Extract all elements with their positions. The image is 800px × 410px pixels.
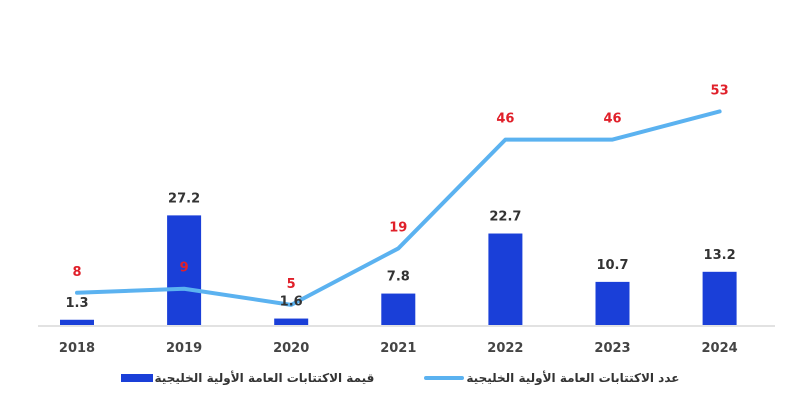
x-tick-label: 2021 (380, 341, 416, 356)
line-value-label: 19 (389, 220, 407, 235)
bar-2018 (60, 319, 94, 325)
legend-swatch-bar (120, 374, 153, 382)
bar-2024 (702, 271, 737, 325)
bar-value-label: 27.2 (168, 191, 200, 206)
bar-value-label: 10.7 (596, 258, 628, 273)
bar-value-label: 13.2 (704, 248, 736, 263)
x-tick-label: 2023 (594, 341, 630, 356)
line-value-label: 8 (72, 265, 81, 280)
line-value-label: 46 (496, 112, 514, 127)
bar-2021 (381, 293, 416, 325)
line-value-label: 46 (603, 112, 621, 127)
bar-value-label: 1.3 (65, 296, 88, 311)
line-value-label: 53 (711, 83, 729, 98)
legend-item-count: عدد الاكتتابات العامة الأولية الخليجية (424, 371, 679, 385)
bar-value-label: 1.6 (280, 295, 303, 310)
legend: عدد الاكتتابات العامة الأولية الخليجية ق… (0, 371, 800, 385)
x-tick-label: 2024 (702, 341, 738, 356)
bar-2023 (595, 281, 630, 325)
bar-2020 (274, 318, 309, 325)
bar-2022 (488, 233, 523, 325)
x-tick-label: 2020 (273, 341, 309, 356)
legend-swatch-line (424, 376, 465, 380)
legend-label-value: قيمة الاكتتابات العامة الأولية الخليجية (154, 371, 375, 385)
bar-value-label: 22.7 (489, 210, 521, 225)
x-tick-label: 2019 (166, 341, 202, 356)
bar-2019 (167, 215, 202, 325)
line-value-label: 5 (287, 277, 296, 292)
line-value-label: 9 (180, 261, 189, 276)
legend-item-value: قيمة الاكتتابات العامة الأولية الخليجية (120, 371, 375, 385)
x-tick-label: 2022 (487, 341, 523, 356)
legend-label-count: عدد الاكتتابات العامة الأولية الخليجية (466, 371, 680, 385)
bar-value-label: 7.8 (387, 270, 410, 285)
x-tick-label: 2018 (59, 341, 95, 356)
